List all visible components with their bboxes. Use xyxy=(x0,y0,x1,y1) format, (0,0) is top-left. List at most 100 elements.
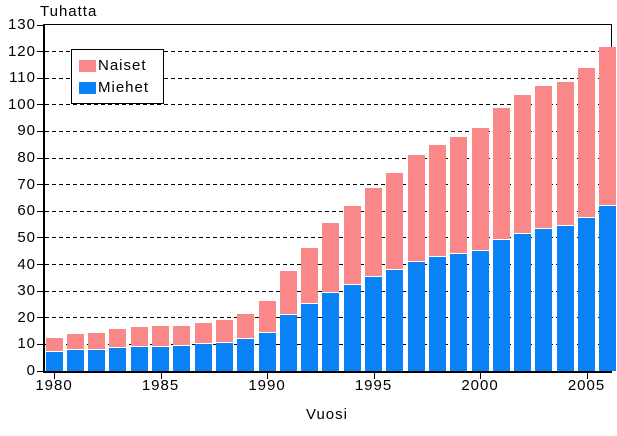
y-tick-0 xyxy=(37,371,43,372)
bar-segment-naiset-1986 xyxy=(173,326,190,346)
bar-segment-miehet-1984 xyxy=(131,347,148,371)
y-tick-label-60: 60 xyxy=(0,202,36,220)
bar-segment-miehet-1994 xyxy=(344,285,361,371)
bar-segment-naiset-1980 xyxy=(46,338,63,352)
bar-segment-miehet-2004 xyxy=(557,226,574,371)
y-tick-10 xyxy=(37,344,43,345)
bar-segment-miehet-1986 xyxy=(173,346,190,371)
y-tick-label-120: 120 xyxy=(0,43,36,61)
bar-2005 xyxy=(578,68,595,371)
y-tick-label-130: 130 xyxy=(0,16,36,34)
bar-segment-miehet-2001 xyxy=(493,240,510,371)
y-tick-110 xyxy=(37,78,43,79)
y-tick-label-80: 80 xyxy=(0,149,36,167)
y-tick-label-30: 30 xyxy=(0,282,36,300)
y-tick-label-10: 10 xyxy=(0,335,36,353)
y-tick-130 xyxy=(37,25,43,26)
x-tick-label-1980: 1980 xyxy=(28,377,80,395)
bar-1988 xyxy=(216,320,233,371)
legend-item-naiset: Naiset xyxy=(79,57,149,74)
bar-segment-naiset-2000 xyxy=(472,128,489,251)
chart-container: Tuhatta NaisetMiehet 0102030405060708090… xyxy=(0,0,617,436)
legend-label-naiset: Naiset xyxy=(98,57,147,74)
bar-1983 xyxy=(109,329,126,371)
y-tick-30 xyxy=(37,291,43,292)
y-tick-60 xyxy=(37,211,43,212)
bar-segment-naiset-1985 xyxy=(152,326,169,347)
y-tick-20 xyxy=(37,317,43,318)
bar-segment-miehet-1980 xyxy=(46,352,63,371)
bar-segment-miehet-2002 xyxy=(514,234,531,371)
x-tick-label-2005: 2005 xyxy=(561,377,613,395)
x-tick-label-1995: 1995 xyxy=(348,377,400,395)
bar-segment-naiset-1993 xyxy=(322,223,339,293)
bar-1982 xyxy=(88,333,105,371)
bar-1980 xyxy=(46,338,63,371)
bar-segment-naiset-1987 xyxy=(195,323,212,343)
y-tick-label-110: 110 xyxy=(0,69,36,87)
bar-segment-miehet-1990 xyxy=(259,333,276,371)
bar-segment-naiset-2004 xyxy=(557,82,574,226)
y-tick-label-50: 50 xyxy=(0,229,36,247)
bar-segment-miehet-1993 xyxy=(322,293,339,371)
bar-1990 xyxy=(259,301,276,371)
bar-segment-naiset-2006 xyxy=(599,47,616,206)
legend-item-miehet: Miehet xyxy=(79,79,149,96)
bar-segment-naiset-1992 xyxy=(301,248,318,305)
bar-segment-miehet-1996 xyxy=(386,270,403,371)
y-tick-40 xyxy=(37,264,43,265)
bar-1986 xyxy=(173,326,190,371)
legend-swatch-naiset xyxy=(79,60,96,72)
bar-2006 xyxy=(599,47,616,371)
bar-segment-naiset-1983 xyxy=(109,329,126,349)
y-axis-title: Tuhatta xyxy=(40,3,97,20)
bar-segment-miehet-1992 xyxy=(301,304,318,371)
bar-1997 xyxy=(408,155,425,371)
bar-segment-miehet-1995 xyxy=(365,277,382,371)
bar-segment-miehet-1991 xyxy=(280,315,297,371)
y-tick-100 xyxy=(37,104,43,105)
bar-1984 xyxy=(131,327,148,371)
y-tick-50 xyxy=(37,237,43,238)
x-axis-title: Vuosi xyxy=(277,406,377,423)
bar-segment-miehet-1981 xyxy=(67,350,84,371)
bar-segment-miehet-2000 xyxy=(472,251,489,371)
bar-2003 xyxy=(535,86,552,371)
bar-2004 xyxy=(557,82,574,371)
legend-swatch-miehet xyxy=(79,82,96,94)
bar-1985 xyxy=(152,326,169,371)
bar-segment-miehet-1998 xyxy=(429,257,446,371)
legend-label-miehet: Miehet xyxy=(98,79,149,96)
bar-2001 xyxy=(493,108,510,371)
bar-1996 xyxy=(386,173,403,371)
bar-1993 xyxy=(322,223,339,371)
y-tick-label-100: 100 xyxy=(0,96,36,114)
bar-segment-naiset-1984 xyxy=(131,327,148,348)
bar-segment-miehet-1985 xyxy=(152,347,169,371)
bar-segment-naiset-1982 xyxy=(88,333,105,350)
bar-segment-naiset-1989 xyxy=(237,314,254,339)
bar-1987 xyxy=(195,323,212,371)
y-tick-label-40: 40 xyxy=(0,256,36,274)
plot-area: Naiset Miehet xyxy=(43,24,612,373)
bar-1999 xyxy=(450,137,467,371)
y-tick-120 xyxy=(37,51,43,52)
bar-segment-naiset-1981 xyxy=(67,334,84,350)
bar-segment-miehet-1999 xyxy=(450,254,467,371)
bar-segment-naiset-1995 xyxy=(365,188,382,277)
bar-segment-naiset-1994 xyxy=(344,206,361,285)
bar-1989 xyxy=(237,314,254,371)
bar-segment-miehet-2003 xyxy=(535,229,552,371)
bar-2000 xyxy=(472,128,489,371)
bar-segment-naiset-1998 xyxy=(429,145,446,257)
bar-segment-naiset-1990 xyxy=(259,301,276,333)
bar-2002 xyxy=(514,95,531,371)
bar-segment-naiset-2005 xyxy=(578,68,595,219)
bar-segment-miehet-1988 xyxy=(216,343,233,371)
bar-1981 xyxy=(67,334,84,371)
bar-segment-naiset-2003 xyxy=(535,86,552,229)
x-tick-label-1985: 1985 xyxy=(135,377,187,395)
bar-segment-miehet-1989 xyxy=(237,339,254,371)
bar-segment-miehet-2006 xyxy=(599,206,616,371)
bar-segment-miehet-1983 xyxy=(109,348,126,371)
